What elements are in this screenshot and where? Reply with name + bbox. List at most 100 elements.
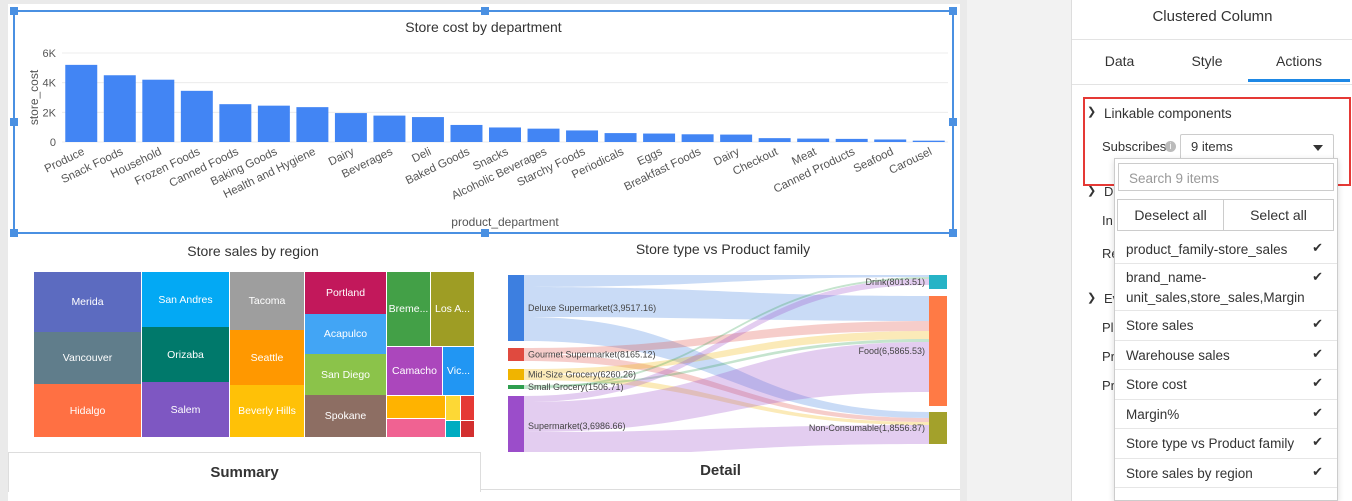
deselect-all-button[interactable]: Deselect all xyxy=(1117,199,1224,231)
sankey-target-node[interactable] xyxy=(929,412,947,444)
treemap-cell[interactable]: Vancouver xyxy=(34,332,141,384)
tab-data[interactable]: Data xyxy=(1104,53,1135,69)
bar[interactable] xyxy=(758,138,791,142)
sankey-link[interactable] xyxy=(524,321,929,354)
bar[interactable] xyxy=(450,124,483,142)
sankey-target-node[interactable] xyxy=(929,275,947,289)
sankey-source-node[interactable] xyxy=(508,348,524,361)
dropdown-option[interactable]: Margin% ✔ xyxy=(1115,400,1337,429)
sankey-source-node[interactable] xyxy=(508,275,524,341)
treemap-cell[interactable]: Hidalgo xyxy=(34,384,141,437)
bar[interactable] xyxy=(180,90,213,142)
treemap-cell[interactable] xyxy=(461,421,474,437)
dropdown-option[interactable]: Store cost ✔ xyxy=(1115,370,1337,400)
treemap-cell[interactable]: Orizaba xyxy=(142,327,229,382)
bar[interactable] xyxy=(257,105,290,142)
bar[interactable] xyxy=(142,79,175,142)
sankey-source-node[interactable] xyxy=(508,396,524,456)
select-all-button[interactable]: Select all xyxy=(1223,199,1334,231)
bar[interactable] xyxy=(219,104,252,142)
bar-chart-widget[interactable]: Store cost by department 0 2K 4K 6K store_co… xyxy=(10,7,957,237)
bar[interactable] xyxy=(527,128,560,142)
bar[interactable] xyxy=(296,107,329,142)
treemap-cell[interactable]: San Diego xyxy=(305,354,386,395)
bar[interactable] xyxy=(797,138,830,142)
resize-handle-bm[interactable] xyxy=(481,229,489,237)
dropdown-option[interactable]: Store sales ✔ xyxy=(1115,311,1337,341)
sankey-link[interactable] xyxy=(524,317,929,418)
sankey-link[interactable] xyxy=(524,342,929,432)
resize-handle-ml[interactable] xyxy=(10,118,18,126)
sankey-source-node[interactable] xyxy=(508,369,524,380)
sankey-link[interactable] xyxy=(524,425,929,456)
tab-summary[interactable]: Summary xyxy=(8,452,481,492)
bar[interactable] xyxy=(411,117,444,142)
treemap-cell[interactable]: San Andres xyxy=(142,272,229,327)
treemap-cell[interactable] xyxy=(446,421,460,437)
dropdown-option[interactable]: product_family-store_sales ✔ xyxy=(1115,235,1337,264)
treemap-cell[interactable]: Vic... xyxy=(443,347,474,395)
treemap-cell[interactable]: Salem xyxy=(142,382,229,437)
bar[interactable] xyxy=(65,64,98,142)
bar[interactable] xyxy=(835,138,868,142)
treemap-cell[interactable]: Los A... xyxy=(431,272,474,346)
treemap-cell[interactable]: Seattle xyxy=(230,330,304,385)
dropdown-search-input[interactable]: Search 9 items xyxy=(1118,163,1334,191)
bar[interactable] xyxy=(334,113,367,142)
treemap-cell[interactable]: Breme... xyxy=(387,272,430,346)
treemap-cell[interactable]: Portland xyxy=(305,272,386,314)
sankey-link[interactable] xyxy=(524,287,929,321)
dropdown-option[interactable]: brand_name-unit_sales,store_sales,Margin… xyxy=(1115,264,1337,311)
bar[interactable] xyxy=(912,140,945,142)
treemap-cell[interactable]: Tacoma xyxy=(230,272,304,330)
collapse-chevron-icon[interactable]: ❯ xyxy=(1087,185,1097,197)
dropdown-option[interactable]: Store sales by region ✔ xyxy=(1115,459,1337,488)
subscribes-dropdown[interactable]: Search 9 items Deselect all Select all p… xyxy=(1114,158,1338,501)
tab-detail[interactable]: Detail xyxy=(481,452,960,490)
treemap-cell[interactable] xyxy=(461,396,474,420)
bar[interactable] xyxy=(566,130,599,142)
resize-handle-bl[interactable] xyxy=(10,229,18,237)
sankey-link[interactable] xyxy=(524,339,929,387)
collapse-chevron-icon[interactable]: ❯ xyxy=(1087,106,1097,118)
resize-handle-tm[interactable] xyxy=(481,7,489,15)
treemap-cell[interactable]: Beverly Hills xyxy=(230,385,304,437)
treemap-cell[interactable] xyxy=(446,396,460,420)
resize-handle-mr[interactable] xyxy=(949,118,957,126)
treemap-cell[interactable]: Merida xyxy=(34,272,141,332)
y-tick-label: 2K xyxy=(43,107,57,119)
bar[interactable] xyxy=(681,134,714,142)
search-placeholder: Search 9 items xyxy=(1129,171,1220,186)
resize-handle-br[interactable] xyxy=(949,229,957,237)
bar[interactable] xyxy=(720,134,753,142)
bar[interactable] xyxy=(103,75,136,142)
dropdown-option[interactable]: Warehouse sales ✔ xyxy=(1115,341,1337,370)
sankey-link[interactable] xyxy=(524,279,929,402)
check-icon: ✔ xyxy=(1312,434,1323,449)
tab-style[interactable]: Style xyxy=(1191,53,1223,69)
sankey-link[interactable] xyxy=(524,331,929,374)
treemap-cell[interactable] xyxy=(387,396,445,418)
dropdown-option[interactable]: Store type vs Product family ✔ xyxy=(1115,429,1337,459)
sankey-link[interactable] xyxy=(524,275,929,287)
bar[interactable] xyxy=(874,139,907,142)
resize-handle-tr[interactable] xyxy=(949,7,957,15)
bar[interactable] xyxy=(643,133,676,142)
sankey-link[interactable] xyxy=(524,277,929,389)
resize-handle-tl[interactable] xyxy=(10,7,18,15)
tab-actions[interactable]: Actions xyxy=(1248,40,1350,82)
sankey-source-node[interactable] xyxy=(508,385,524,389)
sankey-link[interactable] xyxy=(524,374,929,425)
hidden-label-pr1: Pr xyxy=(1102,349,1115,364)
bar[interactable] xyxy=(373,115,406,142)
subscribes-select[interactable]: 9 items xyxy=(1180,134,1334,160)
treemap-cell[interactable]: Acapulco xyxy=(305,314,386,354)
bar[interactable] xyxy=(489,127,521,142)
collapse-chevron-icon[interactable]: ❯ xyxy=(1087,292,1097,304)
bar[interactable] xyxy=(604,133,637,142)
treemap-cell[interactable] xyxy=(387,419,445,437)
treemap-cell[interactable]: Camacho xyxy=(387,347,442,395)
sankey-link[interactable] xyxy=(524,354,929,422)
sankey-target-node[interactable] xyxy=(929,296,947,406)
treemap-cell[interactable]: Spokane xyxy=(305,395,386,437)
